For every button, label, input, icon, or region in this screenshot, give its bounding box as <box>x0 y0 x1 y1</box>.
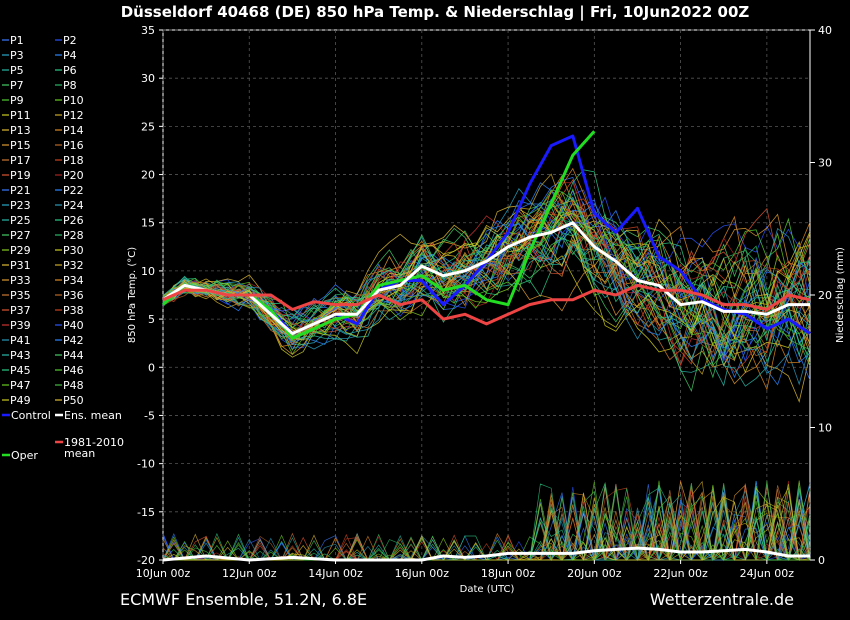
legend-label: P37 <box>10 304 31 317</box>
y-tick-label: 20 <box>141 169 155 182</box>
y-tick-label: 15 <box>141 217 155 230</box>
legend-label: P20 <box>63 169 84 182</box>
member-temp-line <box>162 212 811 366</box>
legend-label: P6 <box>63 64 77 77</box>
legend-label: P4 <box>63 49 77 62</box>
chart-title: Düsseldorf 40468 (DE) 850 hPa Temp. & Ni… <box>121 3 750 22</box>
y-tick-label: 35 <box>141 24 155 37</box>
footer-source: ECMWF Ensemble, 51.2N, 6.8E <box>120 590 367 609</box>
legend-label: P12 <box>63 109 84 122</box>
x-tick-label: 18Jun 00z <box>481 567 536 580</box>
legend-label: P28 <box>63 229 84 242</box>
y2-axis-label: Niederschlag (mm) <box>835 247 846 343</box>
legend-label: P33 <box>10 274 31 287</box>
x-tick-label: 16Jun 00z <box>395 567 450 580</box>
y-tick-label: 10 <box>141 265 155 278</box>
legend: P1 P2 P3 P4 P5 P6 P7 P8 P9 P10 P11 P12 P13 P14 P15 P16 P… <box>2 34 124 462</box>
legend-label: P48 <box>63 379 84 392</box>
legend-label: P49 <box>10 394 31 407</box>
legend-label: Ens. mean <box>64 409 122 422</box>
y-tick-label: -20 <box>137 554 155 567</box>
legend-label: P23 <box>10 199 31 212</box>
legend-label: P39 <box>10 319 31 332</box>
legend-label: P9 <box>10 94 24 107</box>
member-temp-line <box>162 173 811 375</box>
legend-label: P21 <box>10 184 31 197</box>
legend-label: P8 <box>63 79 77 92</box>
y-tick-label: -5 <box>144 409 155 422</box>
legend-label: P18 <box>63 154 84 167</box>
y2-tick-label: 40 <box>818 24 832 37</box>
legend-label: P3 <box>10 49 24 62</box>
x-tick-label: 12Jun 00z <box>222 567 277 580</box>
legend-label: P36 <box>63 289 84 302</box>
y-tick-label: 30 <box>141 72 155 85</box>
x-tick-label: 22Jun 00z <box>653 567 708 580</box>
x-tick-label: 10Jun 00z <box>136 567 191 580</box>
member-temp-line <box>162 188 811 347</box>
x-axis-label: Date (UTC) <box>460 584 515 595</box>
legend-label: P46 <box>63 364 84 377</box>
y-axis-left: -20 -15 -10 -5 0 5 10 15 20 25 30 35 <box>137 24 163 567</box>
x-tick-label: 24Jun 00z <box>740 567 795 580</box>
ens-mean-line <box>162 221 810 335</box>
y-axis-label: 850 hPa Temp. (°C) <box>127 247 138 343</box>
legend-label: P16 <box>63 139 84 152</box>
x-tick-label: 20Jun 00z <box>567 567 622 580</box>
legend-label: P50 <box>63 394 84 407</box>
legend-label: P44 <box>63 349 84 362</box>
legend-label: P32 <box>63 259 84 272</box>
main-series <box>162 130 811 562</box>
legend-label: P24 <box>63 199 84 212</box>
y-axis-right: 0 10 20 30 40 <box>810 24 832 567</box>
member-temp-line <box>162 189 811 351</box>
legend-label: P41 <box>10 334 31 347</box>
legend-label: P30 <box>63 244 84 257</box>
legend-label: P26 <box>63 214 84 227</box>
y-tick-label: 25 <box>141 120 155 133</box>
legend-label: Oper <box>11 449 38 462</box>
legend-label: P40 <box>63 319 84 332</box>
legend-label: P43 <box>10 349 31 362</box>
legend-label: P7 <box>10 79 24 92</box>
legend-label: P2 <box>63 34 77 47</box>
legend-label: P29 <box>10 244 31 257</box>
legend-label: P27 <box>10 229 31 242</box>
y2-tick-label: 0 <box>818 554 825 567</box>
x-axis: 10Jun 00z 12Jun 00z 14Jun 00z 16Jun 00z 18Ju… <box>136 560 795 580</box>
legend-label: P47 <box>10 379 31 392</box>
legend-label: P22 <box>63 184 84 197</box>
legend-label: P42 <box>63 334 84 347</box>
legend-label: P38 <box>63 304 84 317</box>
y-tick-label: 0 <box>148 361 155 374</box>
legend-label: P17 <box>10 154 31 167</box>
y2-tick-label: 10 <box>818 422 832 435</box>
legend-label: P5 <box>10 64 24 77</box>
y-tick-label: -15 <box>137 506 155 519</box>
legend-label: Control <box>11 409 51 422</box>
y2-tick-label: 30 <box>818 157 832 170</box>
legend-label: P19 <box>10 169 31 182</box>
legend-label: P25 <box>10 214 31 227</box>
legend-label: P1 <box>10 34 24 47</box>
y-tick-label: 5 <box>148 313 155 326</box>
legend-label: P10 <box>63 94 84 107</box>
y-tick-label: -10 <box>137 458 155 471</box>
legend-label: P13 <box>10 124 31 137</box>
member-temp-line <box>162 207 811 366</box>
member-temp-line <box>162 169 811 357</box>
1981-2010-mean-line <box>162 283 811 326</box>
legend-label: P35 <box>10 289 31 302</box>
legend-label: P45 <box>10 364 31 377</box>
legend-label: P11 <box>10 109 31 122</box>
legend-label: 1981-2010 mean <box>64 436 124 460</box>
footer-brand: Wetterzentrale.de <box>650 590 794 609</box>
legend-label: P14 <box>63 124 84 137</box>
x-tick-label: 14Jun 00z <box>308 567 363 580</box>
legend-label: P15 <box>10 139 31 152</box>
legend-label: P34 <box>63 274 84 287</box>
legend-label: P31 <box>10 259 31 272</box>
y2-tick-label: 20 <box>818 289 832 302</box>
